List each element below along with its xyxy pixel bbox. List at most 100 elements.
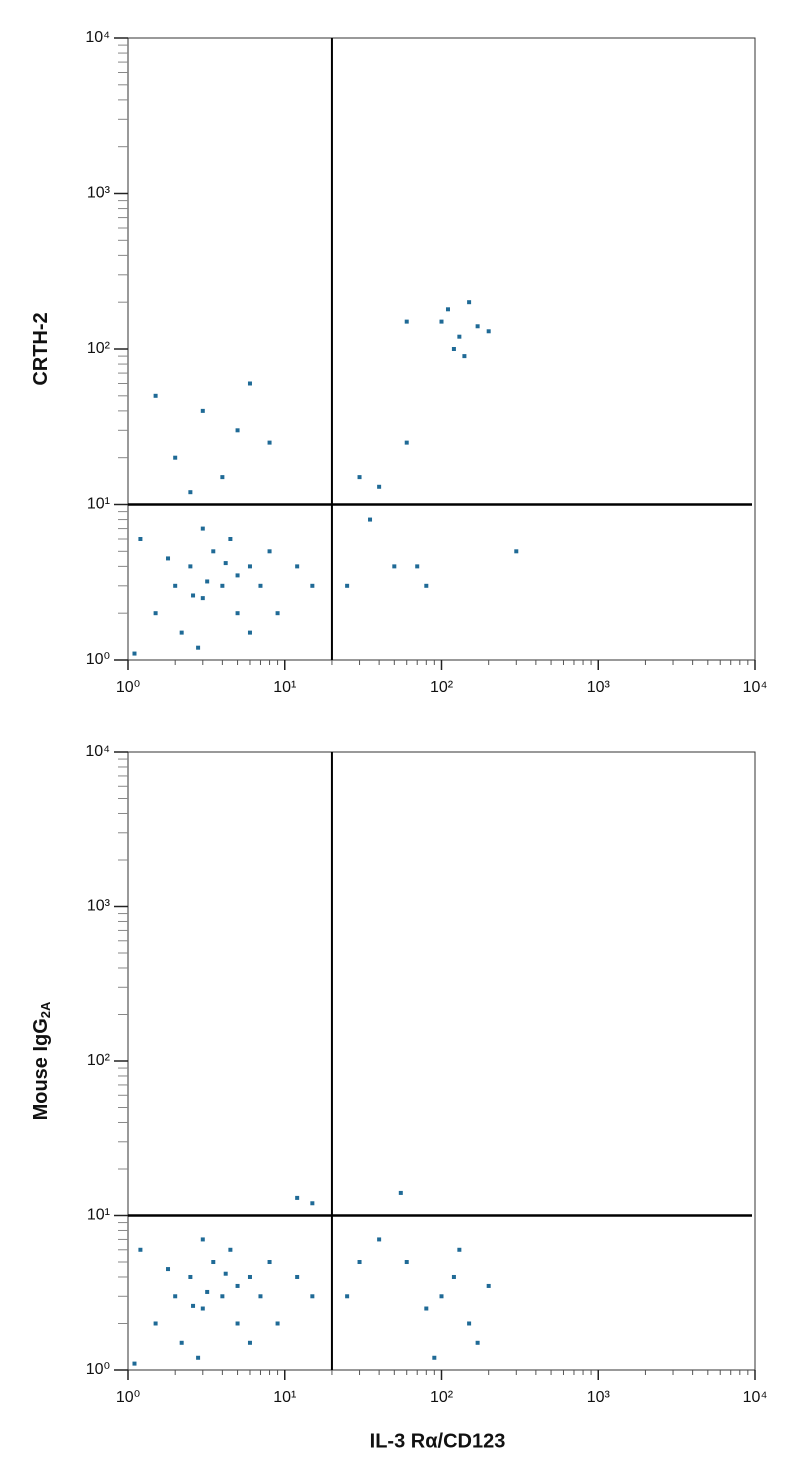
y-tick-label: 10⁴ (85, 743, 110, 760)
event-point (392, 564, 397, 569)
y-tick-label: 10² (87, 1052, 111, 1069)
event-point (179, 1340, 184, 1345)
event-point (200, 526, 205, 531)
event-point (451, 1274, 456, 1279)
event-point (475, 1340, 480, 1345)
y-axis-label: Mouse IgG2A (30, 1001, 53, 1120)
event-point (295, 564, 300, 569)
event-point (223, 561, 228, 566)
event-point (368, 517, 373, 522)
event-point (439, 1294, 444, 1299)
y-tick-label: 10⁰ (86, 1361, 110, 1378)
event-point (258, 583, 263, 588)
event-point (345, 1294, 350, 1299)
event-point (235, 611, 240, 616)
event-point (220, 475, 225, 480)
y-axis-label-sub: 2A (38, 1001, 53, 1018)
event-point (258, 1294, 263, 1299)
event-point (196, 645, 201, 650)
event-point (247, 630, 252, 635)
plot-frame (127, 37, 756, 661)
y-axis-label: CRTH-2 (30, 312, 52, 385)
event-point (228, 536, 233, 541)
event-point (345, 583, 350, 588)
event-point (235, 573, 240, 578)
event-point (211, 1260, 216, 1265)
event-point (188, 490, 193, 495)
event-point (235, 1321, 240, 1326)
event-point (205, 1289, 210, 1294)
y-tick-label: 10³ (87, 185, 111, 202)
event-point (310, 583, 315, 588)
event-point (404, 440, 409, 445)
event-point (153, 393, 158, 398)
plot-frame (127, 751, 756, 1371)
x-tick-label: 10⁰ (116, 679, 140, 696)
event-point (439, 319, 444, 324)
event-point (166, 1267, 171, 1272)
event-point (357, 475, 362, 480)
event-point (179, 630, 184, 635)
event-point (310, 1201, 315, 1206)
y-tick-label: 10⁴ (85, 29, 110, 46)
event-point (486, 1283, 491, 1288)
event-point (357, 1260, 362, 1265)
event-point (475, 324, 480, 329)
event-point (275, 611, 280, 616)
event-point (424, 583, 429, 588)
x-axis-label: IL-3 Rα/CD123 (370, 1430, 506, 1452)
x-tick-label: 10³ (587, 679, 611, 696)
x-tick-label: 10¹ (273, 679, 296, 696)
event-point (220, 1294, 225, 1299)
event-point (132, 651, 137, 656)
y-axis-label-main: CRTH-2 (30, 312, 52, 385)
event-point (310, 1294, 315, 1299)
event-point (173, 1294, 178, 1299)
y-axis-label-main: Mouse IgG (30, 1018, 52, 1120)
x-tick-label: 10⁴ (743, 1389, 768, 1406)
event-point (173, 583, 178, 588)
event-point (138, 536, 143, 541)
event-point (432, 1355, 437, 1360)
event-point (467, 300, 472, 305)
event-point (247, 1340, 252, 1345)
y-tick-label: 10³ (87, 898, 111, 915)
event-point (267, 549, 272, 554)
event-point (153, 1321, 158, 1326)
event-point (415, 564, 420, 569)
event-point (200, 408, 205, 413)
event-point (166, 556, 171, 561)
event-point (295, 1274, 300, 1279)
x-tick-label: 10³ (587, 1389, 611, 1406)
event-point (377, 1237, 382, 1242)
event-point (200, 1306, 205, 1311)
event-point (424, 1306, 429, 1311)
event-point (247, 1274, 252, 1279)
x-tick-label: 10² (430, 1389, 454, 1406)
event-point (138, 1247, 143, 1252)
x-tick-label: 10² (430, 679, 454, 696)
y-tick-label: 10¹ (87, 496, 110, 513)
x-tick-label: 10¹ (273, 1389, 296, 1406)
event-point (200, 596, 205, 601)
event-point (200, 1237, 205, 1242)
y-tick-label: 10¹ (87, 1207, 110, 1224)
x-tick-label: 10⁴ (743, 679, 768, 696)
event-point (205, 579, 210, 584)
event-point (191, 593, 196, 598)
event-point (275, 1321, 280, 1326)
event-point (191, 1303, 196, 1308)
event-point (188, 1274, 193, 1279)
event-point (223, 1271, 228, 1276)
event-point (211, 549, 216, 554)
event-point (267, 1260, 272, 1265)
event-point (486, 329, 491, 334)
event-point (467, 1321, 472, 1326)
event-point (514, 549, 519, 554)
event-point (173, 455, 178, 460)
y-tick-label: 10⁰ (86, 651, 110, 668)
event-point (220, 583, 225, 588)
x-tick-label: 10⁰ (116, 1389, 140, 1406)
event-point (404, 1260, 409, 1265)
